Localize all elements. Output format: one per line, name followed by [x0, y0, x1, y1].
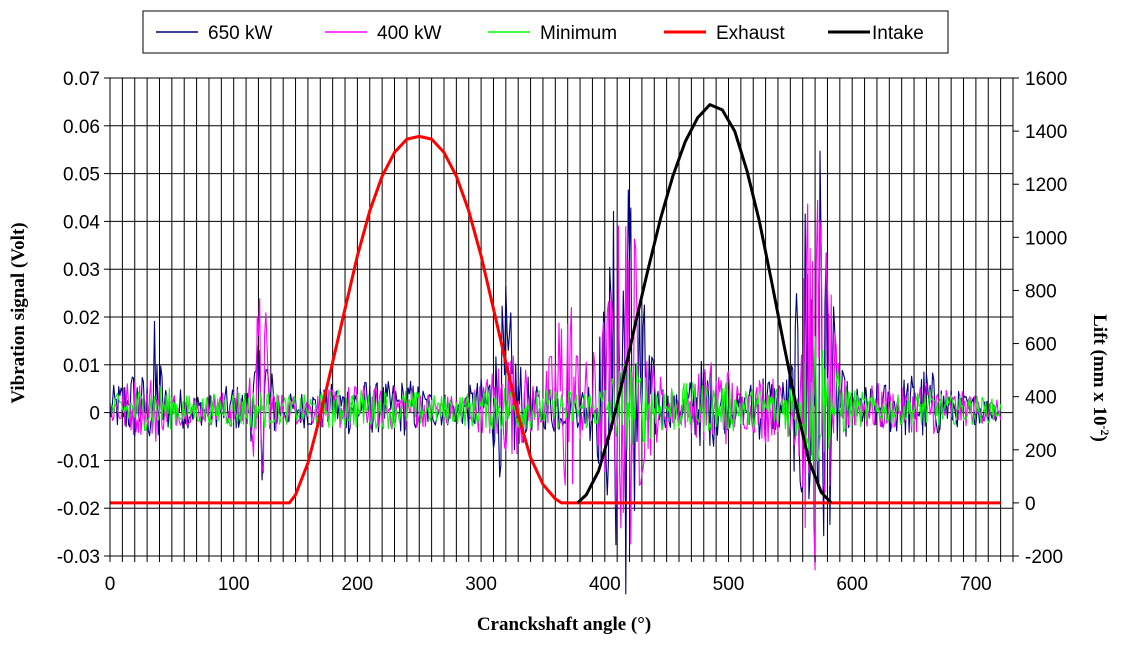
x-tick-label: 400: [589, 574, 621, 595]
legend-label-exhaust: Exhaust: [716, 23, 785, 44]
x-tick-label: 0: [105, 574, 116, 595]
y2-tick-label: 400: [1025, 388, 1057, 409]
axes: 0 100 200 300 400 500 600 700 -0.03 -0.02 -0.01 0 0.…: [57, 69, 1068, 595]
series-line-intake: [576, 103, 833, 504]
legend-label-650kw: 650 kW: [208, 23, 272, 44]
legend: 650 kW 400 kW Minimum Exhaust Intake: [142, 10, 949, 54]
y2-tick-label: 1400: [1025, 122, 1067, 143]
y-tick-label: 0.01: [63, 356, 100, 377]
x-tick-label: 700: [960, 574, 992, 595]
series-line-minimum: [109, 336, 1002, 462]
legend-label-400kw: 400 kW: [377, 23, 441, 44]
y2-tick-label: 1600: [1025, 69, 1067, 90]
series-line-400-kw: [109, 199, 1002, 571]
x-tick-label: 100: [218, 574, 250, 595]
y2-axis-title-prefix: Lift (mm x 10: [1089, 314, 1110, 425]
y-tick-label: 0.03: [63, 260, 100, 281]
y2-tick-label: 600: [1025, 335, 1057, 356]
y-tick-label: 0: [89, 404, 100, 425]
y2-tick-label: 1200: [1025, 175, 1067, 196]
y2-axis-title: Lift (mm x 10-2): [1089, 314, 1112, 442]
x-tick-label: 600: [836, 574, 868, 595]
y-tick-label: -0.03: [57, 547, 100, 568]
y2-tick-label: 0: [1025, 494, 1036, 515]
y2-axis-title-sup: -2: [1098, 426, 1112, 436]
y-tick-label: -0.01: [57, 451, 100, 472]
x-tick-label: 200: [342, 574, 374, 595]
y-tick-label: 0.02: [63, 308, 100, 329]
y-tick-label: 0.06: [63, 117, 100, 138]
y2-tick-label: 1000: [1025, 228, 1067, 249]
y-tick-label: 0.05: [63, 165, 100, 186]
legend-box: [142, 10, 949, 54]
y2-tick-label: 200: [1025, 441, 1057, 462]
legend-label-minimum: Minimum: [540, 23, 617, 44]
series-line-exhaust: [110, 134, 1001, 505]
y-tick-label: 0.07: [63, 69, 100, 90]
y-tick-label: -0.02: [57, 499, 100, 520]
y2-axis-title-suffix: ): [1089, 436, 1110, 442]
y-axis-title: Vibration signal (Volt): [8, 222, 29, 403]
y2-tick-label: 800: [1025, 281, 1057, 302]
x-tick-label: 500: [713, 574, 745, 595]
x-axis-title: Cranckshaft angle (°): [477, 614, 651, 635]
y2-tick-label: -200: [1025, 547, 1063, 568]
series-layer: [109, 103, 1002, 595]
y-tick-label: 0.04: [63, 212, 100, 233]
legend-label-intake: Intake: [872, 23, 924, 44]
grid: [110, 77, 1013, 557]
x-tick-label: 300: [465, 574, 497, 595]
